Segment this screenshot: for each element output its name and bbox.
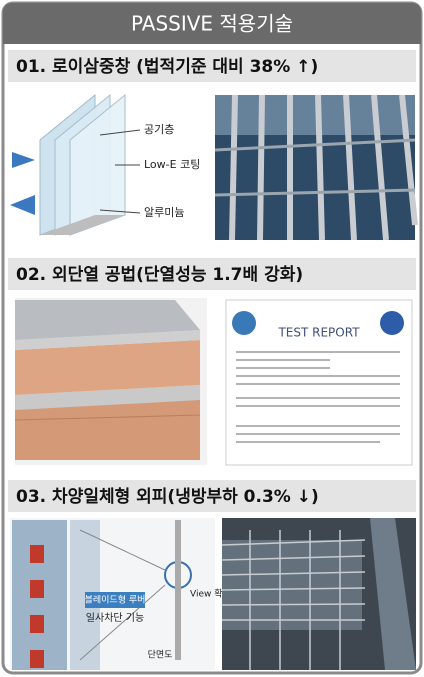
label: 일사차단 기능	[86, 612, 144, 624]
report-title: TEST REPORT	[277, 326, 360, 340]
label: 블레이드형 루버	[85, 595, 146, 606]
label: 공기층	[144, 123, 174, 136]
test-report-doc	[225, 299, 413, 466]
section-bar	[8, 480, 416, 512]
header-bar	[3, 3, 421, 44]
building-photo	[214, 94, 418, 241]
section-bar	[8, 50, 416, 82]
section-title: 02. 외단열 공법(단열성능 1.7배 강화)	[16, 265, 303, 285]
section-title: 03. 차양일체형 외피(냉방부하 0.3% ↓)	[16, 486, 319, 507]
window-illustration	[10, 93, 141, 236]
label: View 확대	[190, 588, 231, 600]
header-title: PASSIVE 적용기술	[131, 12, 293, 36]
facade-photo	[221, 518, 416, 670]
section-bar	[8, 258, 416, 290]
label: 알루미늄	[144, 205, 184, 219]
section-title: 01. 로이삼중창 (법적기준 대비 38% ↑)	[16, 57, 318, 77]
insulation-photo	[14, 298, 207, 465]
louver-diagram	[10, 518, 215, 670]
label: 단면도	[148, 650, 173, 661]
label: Low-E 코팅	[144, 158, 200, 171]
